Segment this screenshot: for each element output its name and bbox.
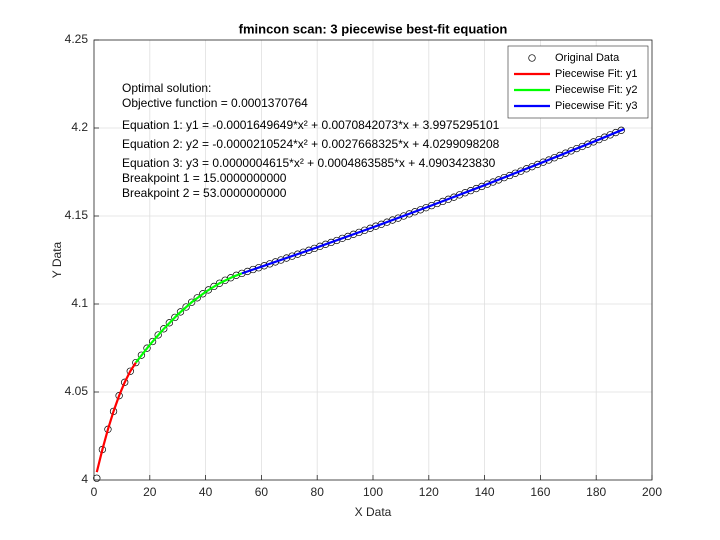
- chart-title: fmincon scan: 3 piecewise best-fit equat…: [239, 21, 508, 36]
- x-tick-label: 60: [255, 485, 269, 499]
- data-point: [321, 240, 330, 248]
- fit-line: [241, 128, 625, 275]
- data-point: [210, 282, 218, 291]
- legend-label: Original Data: [555, 52, 620, 64]
- x-tick-label: 100: [363, 485, 383, 499]
- legend-label: Piecewise Fit: y3: [555, 100, 638, 112]
- x-tick-label: 80: [311, 485, 325, 499]
- data-point: [193, 294, 201, 302]
- data-point: [483, 180, 492, 188]
- y-tick-label: 4.25: [65, 32, 89, 46]
- data-point: [199, 290, 207, 298]
- data-point: [148, 337, 157, 346]
- data-point: [573, 144, 581, 153]
- fit-line: [95, 362, 137, 473]
- data-point: [215, 279, 224, 287]
- data-point: [539, 158, 547, 166]
- x-tick-label: 200: [642, 485, 662, 499]
- y-tick-label: 4: [81, 472, 88, 486]
- data-point: [132, 358, 140, 367]
- x-tick-label: 180: [586, 485, 606, 499]
- annotation: Optimal solution:: [122, 81, 211, 95]
- annotation: Equation 2: y2 = -0.0000210524*x² + 0.00…: [122, 137, 500, 151]
- ticks: 0 20 40 60 80 100 120 140 160 180 200 4 4.05 4.1 4.15 4…: [65, 32, 663, 499]
- x-tick-label: 120: [419, 485, 439, 499]
- annotations: Optimal solution:Objective function = 0.…: [122, 81, 500, 200]
- y-tick-label: 4.15: [65, 208, 89, 222]
- data-point: [372, 222, 380, 230]
- marks: [93, 126, 625, 482]
- legend: Original Data Piecewise Fit: y1 Piecewise …: [507, 45, 649, 119]
- data-point: [171, 313, 179, 322]
- data-point: [617, 126, 625, 134]
- x-tick-label: 160: [530, 485, 550, 499]
- data-point: [143, 344, 151, 352]
- data-point: [115, 392, 123, 400]
- data-point: [126, 367, 134, 375]
- data-point: [388, 216, 397, 224]
- legend-label: Piecewise Fit: y2: [555, 84, 638, 96]
- x-tick-label: 0: [91, 485, 98, 499]
- legend-marker: [528, 54, 536, 62]
- x-tick-label: 140: [475, 485, 495, 499]
- annotation: Equation 3: y3 = 0.0000004615*x² + 0.000…: [122, 156, 496, 170]
- data-point: [93, 474, 101, 482]
- x-axis-label: X Data: [355, 505, 392, 519]
- y-tick-label: 4.2: [71, 120, 88, 134]
- annotation: Objective function = 0.0001370764: [122, 96, 308, 110]
- annotation: Breakpoint 2 = 53.0000000000: [122, 186, 287, 200]
- data-point: [160, 325, 168, 333]
- fit-line: [134, 272, 243, 364]
- y-axis-label: Y Data: [50, 241, 64, 278]
- data-point: [349, 230, 358, 238]
- data-point: [204, 286, 213, 294]
- x-tick-label: 40: [199, 485, 213, 499]
- legend-label: Piecewise Fit: y1: [555, 68, 638, 80]
- annotation: Equation 1: y1 = -0.0001649649*x² + 0.00…: [122, 118, 500, 132]
- data-point: [187, 298, 196, 306]
- data-point: [165, 319, 173, 327]
- x-tick-label: 20: [143, 485, 157, 499]
- data-point: [176, 308, 185, 316]
- data-point: [182, 303, 190, 311]
- data-point: [137, 351, 146, 359]
- y-tick-label: 4.1: [71, 296, 88, 310]
- data-point: [360, 226, 369, 234]
- annotation: Breakpoint 1 = 15.0000000000: [122, 171, 287, 185]
- data-point: [154, 331, 162, 339]
- y-tick-label: 4.05: [65, 384, 89, 398]
- data-point: [121, 378, 129, 386]
